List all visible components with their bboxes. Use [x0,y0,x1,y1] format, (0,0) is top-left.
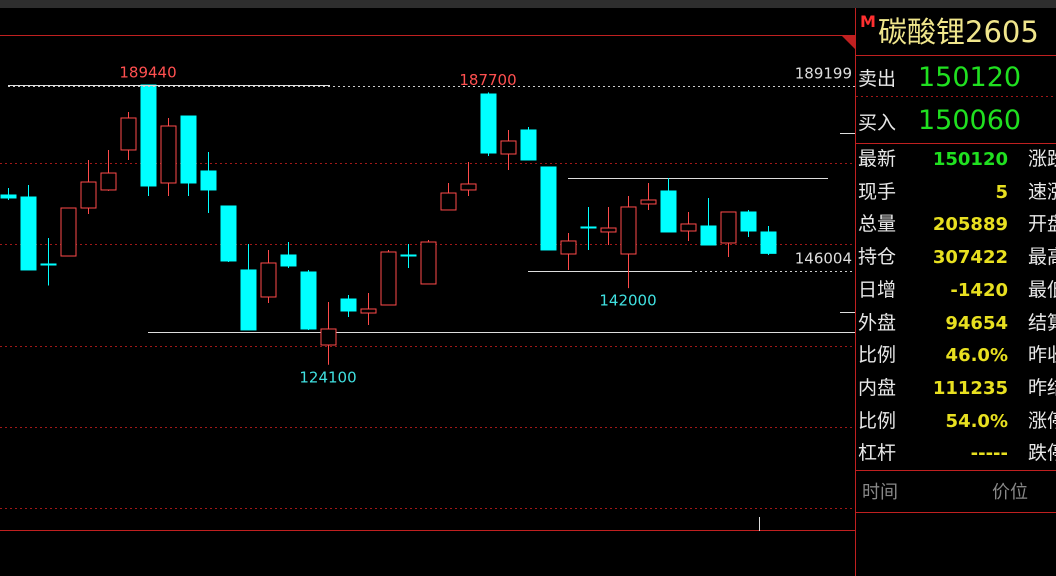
sell-price: 150120 [918,62,1022,93]
candle-body [600,227,617,233]
candle-body [260,262,277,298]
sell-label: 卖出 [858,68,897,90]
candle-body [520,129,537,161]
row-value: 54.0% [945,410,1008,432]
candle-body [380,251,397,306]
row-label: 日增 [858,278,897,301]
buy-label: 买入 [858,112,897,134]
row-label: 比例 [858,344,897,367]
row-label-right: 涨停 [1028,409,1056,432]
row-label-right: 速涨 [1028,180,1056,203]
row-label-right: 跌停 [1028,442,1056,465]
candle-body [740,211,757,232]
row-label: 内盘 [858,376,897,399]
row-label: 杠杆 [858,442,897,465]
candle-body [100,172,117,191]
badge: M [860,12,876,31]
buy-price: 150060 [918,105,1022,136]
candle-body [700,225,717,246]
candle-body [360,308,377,314]
candle-body [620,206,637,255]
row-label-right: 结算 [1028,311,1056,334]
candle-body [300,271,317,330]
row-value: -1420 [950,279,1008,301]
candle-body [240,269,257,331]
candle-body [460,183,477,191]
extreme-label: 187700 [459,71,516,89]
row-label-right: 最高 [1028,246,1056,269]
candle-body [440,192,457,211]
row-value: ----- [970,443,1008,465]
row-value: 150120 [932,149,1008,170]
candle-body [120,117,137,151]
row-label: 现手 [858,180,897,203]
row-value: 94654 [945,312,1008,334]
extreme-label: 124100 [299,368,356,386]
row-value: 205889 [932,214,1008,236]
frame [0,8,1056,576]
candle-body [760,231,777,254]
contract-title: 碳酸锂2605 [878,15,1039,49]
row-label: 持仓 [858,246,897,269]
row-label-right: 开盘 [1028,213,1056,236]
row-label-right: 最低 [1028,278,1056,301]
candle-body [140,84,157,187]
row-label: 比例 [858,409,897,432]
extreme-label: 142000 [599,292,656,310]
candle-body [20,196,37,271]
candle-body [60,207,77,257]
trend-lines [148,133,855,531]
row-label: 总量 [858,213,897,236]
grid [0,96,1056,509]
candle-body [540,166,557,251]
candle-body [320,328,337,346]
candle-body [660,190,677,233]
candle-body [180,115,197,184]
candle-body [580,226,597,229]
candle-body [80,181,97,209]
candle-body [560,240,577,255]
row-value: 46.0% [945,345,1008,367]
extreme-label: 189440 [119,63,176,81]
footer-price: 价位 [992,482,1028,503]
candle-body [680,223,697,232]
candle-body [500,140,517,155]
candle-body [40,263,57,266]
candle-body [220,205,237,262]
candle-body [720,211,737,244]
row-label: 最新 [858,148,897,170]
candle-body [400,254,417,257]
candle-body [480,93,497,154]
candle-body [200,170,217,191]
footer-time: 时间 [862,482,898,503]
corner-mark [842,36,855,49]
row-label-right: 昨结 [1028,376,1056,399]
row-label: 外盘 [858,311,897,334]
candle-body [340,298,357,312]
candle-body [0,194,17,199]
top-bar [0,0,1056,8]
candle-body [420,241,437,285]
level-label: 189199 [795,64,852,82]
row-value: 307422 [932,247,1008,269]
row-value: 5 [995,181,1008,203]
row-value: 111235 [932,377,1008,399]
row-label-right: 涨跌 [1028,148,1056,170]
candle-body [160,125,177,184]
candle-body [280,254,297,267]
row-label-right: 昨收 [1028,344,1056,367]
candle-body [640,199,657,205]
level-label: 146004 [795,249,852,267]
